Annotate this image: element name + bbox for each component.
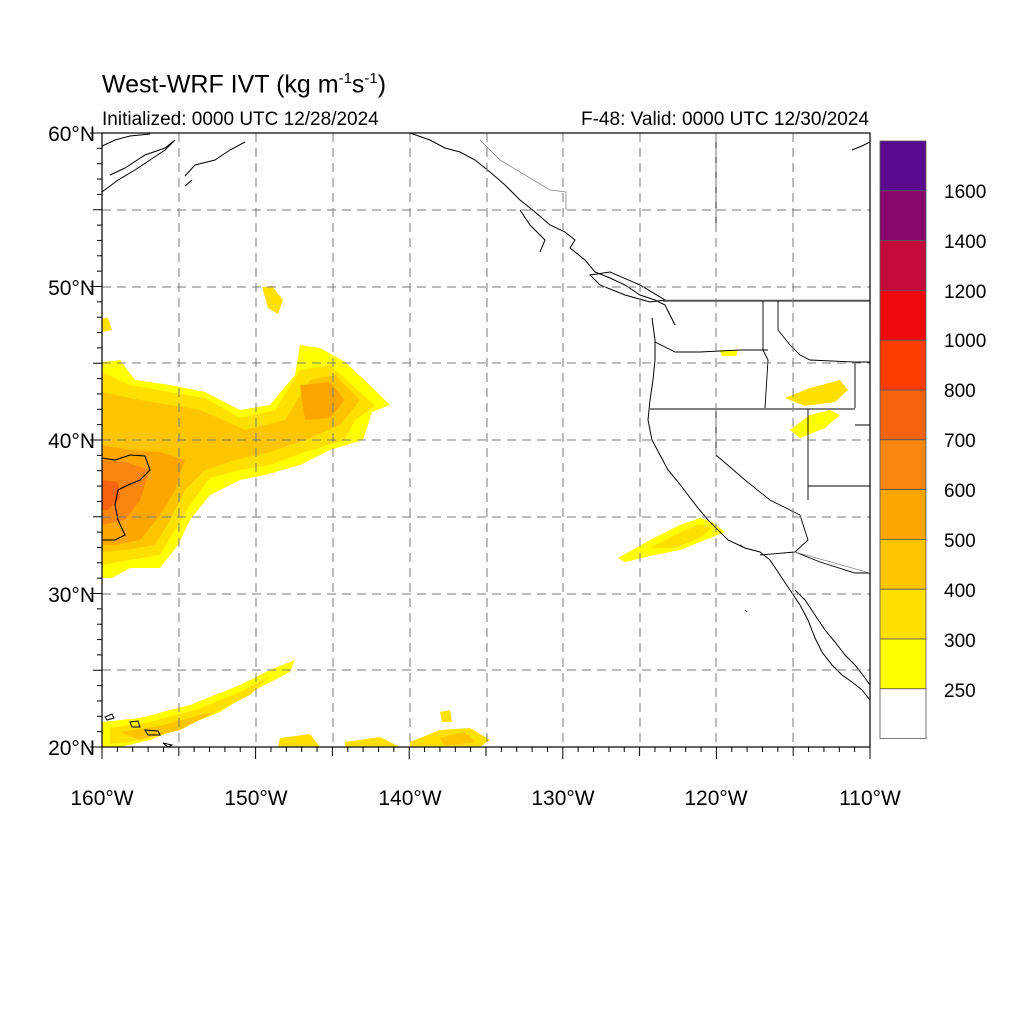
lat-label-60: 60°N <box>48 123 95 146</box>
ivt-oregon-patch <box>720 350 738 356</box>
ivt-patch-edge <box>102 318 112 332</box>
ivt-patch-s3b <box>440 732 475 746</box>
lat-label-20: 20°N <box>48 737 95 760</box>
colorbar-swatch <box>879 489 927 540</box>
ca-nv-border <box>715 409 801 516</box>
lat-label-30: 30°N <box>48 584 95 607</box>
ivt-southern-band-2 <box>110 676 270 744</box>
lon-label-130w: 130°W <box>531 787 594 810</box>
axis-ticks <box>90 132 871 759</box>
colorbar-swatch <box>879 389 927 441</box>
ca-az-border <box>794 514 809 553</box>
colorbar-label-800: 800 <box>944 381 976 402</box>
colorbar-swatch <box>879 588 927 640</box>
hawaii-islands <box>104 713 174 747</box>
lon-label-110w: 110°W <box>839 787 901 810</box>
coastlines <box>102 133 870 747</box>
us-west-coast <box>647 317 870 701</box>
hudson-bay-edge <box>851 141 870 151</box>
wa-or-border <box>654 341 768 353</box>
ivt-patch-s4 <box>440 710 452 722</box>
ocean-boundary-lines <box>479 139 870 574</box>
colorbar-label-1600: 1600 <box>944 182 986 203</box>
ivt-plume-600 <box>102 460 150 525</box>
ivt-california-patch-2 <box>650 524 712 548</box>
lon-label-150w: 150°W <box>224 787 287 810</box>
colorbar-label-500: 500 <box>944 531 976 552</box>
ivt-plume-400 <box>102 375 360 552</box>
lon-label-140w: 140°W <box>378 787 441 810</box>
lon-label-160w: 160°W <box>70 787 133 810</box>
colorbar-labels: 1600 1400 1200 1000 800 700 600 500 400 … <box>944 182 986 702</box>
colorbar-swatch <box>879 439 927 490</box>
lon-label-120w: 120°W <box>684 787 747 810</box>
ivt-idaho-patch <box>785 380 848 406</box>
lon-axis-labels: 160°W 150°W 140°W 130°W 120°W 110°W <box>70 787 901 810</box>
colorbar-label-600: 600 <box>944 481 976 502</box>
colorbar-label-400: 400 <box>944 581 976 602</box>
map-title: West-WRF IVT (kg m-1s-1) <box>102 70 386 99</box>
colorbar-swatch <box>879 339 927 391</box>
colorbar-swatch <box>879 688 927 739</box>
channel-islands <box>739 544 748 613</box>
title-exponent-2: -1 <box>364 70 378 87</box>
ivt-plume-500b <box>300 382 345 420</box>
ivt-patch-s2 <box>345 737 400 747</box>
ivt-southern-band-3 <box>120 712 215 740</box>
colorbar-swatch <box>879 140 927 192</box>
title-text-s: s <box>351 70 365 99</box>
colorbar-label-1200: 1200 <box>944 282 986 303</box>
lat-axis-labels: 60°N 50°N 40°N 30°N 20°N <box>48 123 95 760</box>
initialized-label: Initialized: 0000 UTC 12/28/2024 <box>102 109 379 130</box>
colorbar-swatch <box>879 240 927 291</box>
colorbar-label-1400: 1400 <box>944 232 986 253</box>
ivt-patch-north <box>262 286 283 314</box>
colorbar-label-700: 700 <box>944 431 976 452</box>
graticule <box>102 133 870 747</box>
colorbar-swatch <box>879 190 927 242</box>
political-borders <box>650 133 870 574</box>
colorbar-label-300: 300 <box>944 631 976 652</box>
colorbar-swatch <box>879 539 927 590</box>
valid-time-label: F-48: Valid: 0000 UTC 12/30/2024 <box>581 109 869 130</box>
us-mexico-border <box>759 551 870 574</box>
idaho-border <box>762 301 769 409</box>
colorbar <box>879 140 927 739</box>
title-exponent-1: -1 <box>338 70 352 87</box>
colorbar-swatch <box>879 638 927 690</box>
bc-coast <box>519 209 676 326</box>
gulf-of-california <box>794 589 870 686</box>
alaska-coast <box>102 133 576 249</box>
ivt-700-contour <box>102 454 151 541</box>
colorbar-label-250: 250 <box>944 681 976 702</box>
lat-label-50: 50°N <box>48 277 95 300</box>
colorbar-swatch <box>879 289 927 341</box>
title-text: West-WRF IVT (kg m <box>102 70 339 99</box>
lat-label-40: 40°N <box>48 430 95 453</box>
wy-border <box>855 361 870 426</box>
title-close: ) <box>377 70 387 99</box>
colorbar-label-1000: 1000 <box>944 331 986 352</box>
ivt-utah-patch <box>790 410 840 438</box>
ivt-shading <box>102 286 848 747</box>
ivt-patch-s1 <box>278 734 320 747</box>
